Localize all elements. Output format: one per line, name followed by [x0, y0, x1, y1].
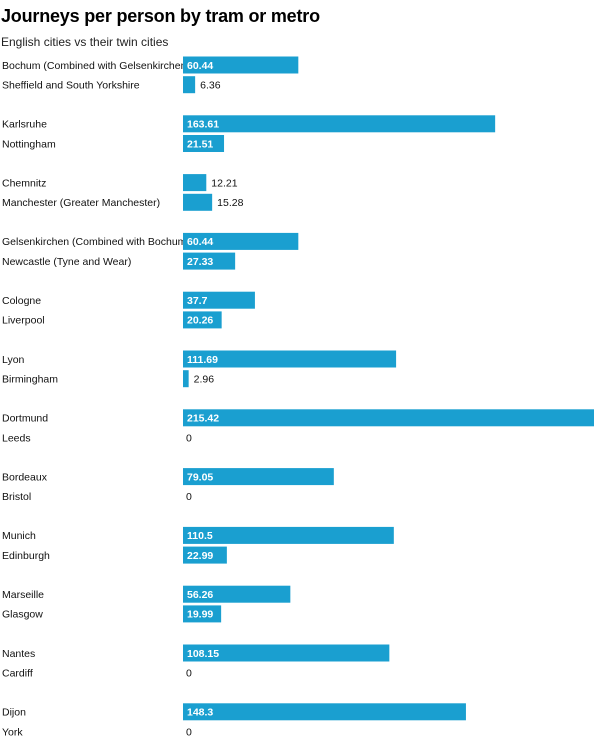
category-label: Bristol: [2, 491, 31, 503]
value-label: 15.28: [217, 197, 243, 209]
bar: [183, 644, 390, 662]
bar: [183, 526, 394, 544]
bar: [183, 409, 594, 427]
value-label: 148.3: [187, 707, 213, 719]
value-label: 60.44: [187, 236, 213, 248]
category-label: Edinburgh: [2, 550, 50, 562]
bar: [183, 585, 291, 603]
value-label: 27.33: [187, 256, 213, 268]
bar: [183, 468, 334, 486]
value-label: 60.44: [187, 60, 213, 72]
value-label: 0: [186, 668, 192, 680]
category-label: York: [2, 726, 23, 738]
value-label: 19.99: [187, 609, 213, 621]
value-label: 111.69: [187, 354, 218, 366]
value-label: 79.05: [187, 471, 213, 483]
value-label: 0: [186, 726, 192, 738]
category-label: Liverpool: [2, 315, 45, 327]
bar: [183, 370, 189, 388]
category-label: Cardiff: [2, 668, 33, 680]
bar: [183, 76, 196, 94]
bar: [183, 703, 466, 721]
category-label: Leeds: [2, 432, 31, 444]
chart-title: Journeys per person by tram or metro: [1, 6, 320, 26]
category-label: Marseille: [2, 589, 44, 601]
category-label: Karlsruhe: [2, 119, 47, 131]
category-label: Bordeaux: [2, 471, 48, 483]
value-label: 37.7: [187, 295, 208, 307]
bar: [183, 350, 397, 368]
category-label: Sheffield and South Yorkshire: [2, 80, 140, 92]
bar: [183, 115, 496, 133]
category-label: Nottingham: [2, 138, 56, 150]
bar: [183, 546, 227, 564]
category-label: Bochum (Combined with Gelsenkirchen): [2, 60, 190, 72]
bar: [183, 193, 213, 211]
category-label: Cologne: [2, 295, 41, 307]
value-label: 108.15: [187, 648, 219, 660]
category-label: Nantes: [2, 648, 35, 660]
bar: [183, 291, 255, 309]
value-label: 110.5: [187, 530, 213, 542]
category-label: Dijon: [2, 707, 26, 719]
value-label: 22.99: [187, 550, 213, 562]
value-label: 163.61: [187, 119, 219, 131]
value-label: 56.26: [187, 589, 213, 601]
bar: [183, 56, 299, 74]
bar: [183, 311, 222, 329]
value-label: 0: [186, 491, 192, 503]
category-label: Dortmund: [2, 413, 48, 425]
bar: [183, 605, 222, 623]
value-label: 215.42: [187, 413, 219, 425]
bar: [183, 252, 236, 270]
value-label: 20.26: [187, 315, 213, 327]
value-label: 0: [186, 432, 192, 444]
category-label: Glasgow: [2, 609, 43, 621]
value-label: 21.51: [187, 138, 213, 150]
category-label: Munich: [2, 530, 36, 542]
category-label: Birmingham: [2, 374, 58, 386]
category-label: Gelsenkirchen (Combined with Bochum): [2, 236, 190, 248]
value-label: 2.96: [194, 374, 215, 386]
bar: [183, 135, 225, 152]
category-label: Newcastle (Tyne and Wear): [2, 256, 131, 268]
category-label: Lyon: [2, 354, 25, 366]
value-label: 12.21: [211, 177, 237, 189]
bar: [183, 232, 299, 250]
category-label: Manchester (Greater Manchester): [2, 197, 160, 209]
bar: [183, 174, 207, 192]
category-label: Chemnitz: [2, 177, 46, 189]
chart-subtitle: English cities vs their twin cities: [1, 35, 169, 49]
value-label: 6.36: [200, 80, 221, 92]
